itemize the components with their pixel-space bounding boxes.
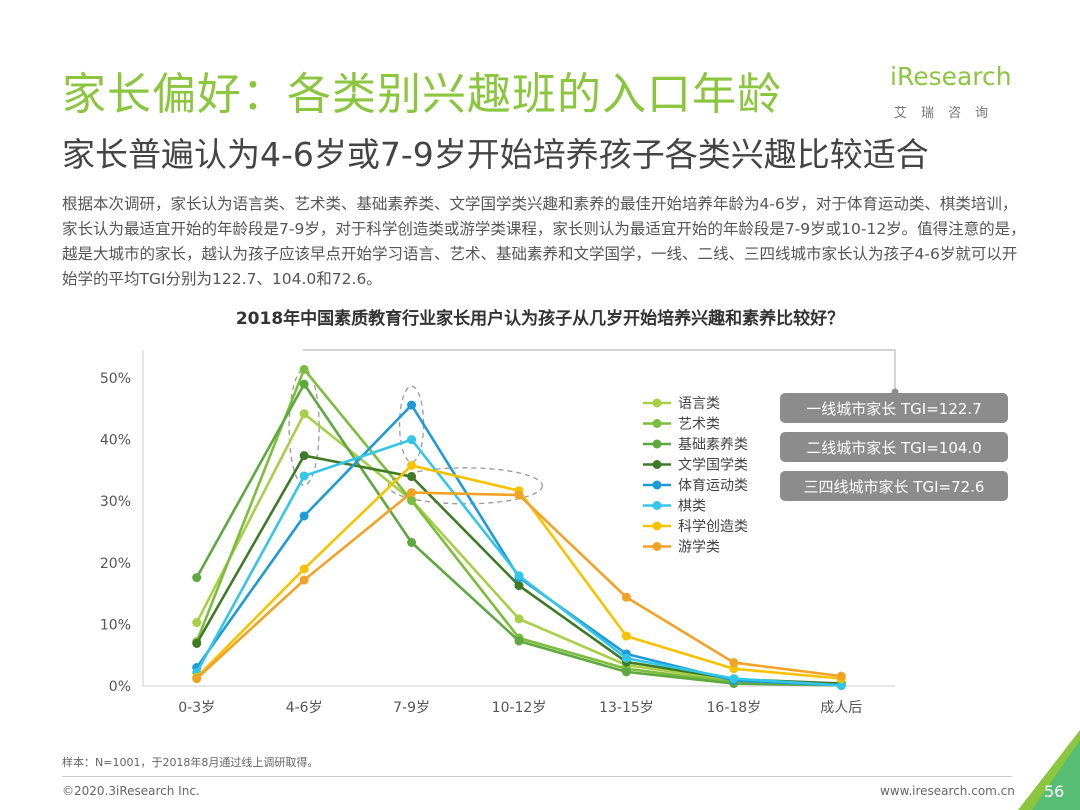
- data-point: [621, 631, 631, 641]
- data-point: [299, 564, 309, 574]
- data-point: [407, 537, 417, 547]
- copyright: ©2020.3iResearch Inc.: [62, 784, 200, 798]
- data-point: [407, 488, 417, 498]
- tgi-label: 二线城市家长 TGI=104.0: [806, 439, 982, 457]
- line-chart: 0% 10% 20% 30% 40% 50% 0-3岁 4-6岁 7-9岁 10-12岁 13-15…: [100, 349, 1008, 716]
- data-point: [299, 575, 309, 585]
- data-point: [836, 671, 846, 681]
- x-tick-label: 13-15岁: [599, 700, 654, 716]
- data-point: [192, 674, 202, 684]
- legend-swatch-dot: [652, 521, 662, 531]
- data-point: [729, 674, 739, 684]
- data-point: [192, 638, 202, 648]
- data-point: [514, 490, 524, 500]
- data-point: [299, 471, 309, 481]
- data-point: [407, 472, 417, 482]
- y-tick-label: 30%: [100, 494, 131, 510]
- iresearch-logo: iResearch 艾瑞咨询: [890, 62, 1030, 122]
- tgi-panel: 一线城市家长 TGI=122.7 二线城市家长 TGI=104.0 三四线城市家长 …: [303, 349, 1008, 501]
- chart-axes: 0% 10% 20% 30% 40% 50% 0-3岁 4-6岁 7-9岁 10-12岁 13-15…: [100, 350, 895, 716]
- logo-sub: 艾瑞咨询: [894, 106, 1003, 121]
- legend-label: 基础素养类: [678, 436, 748, 453]
- page-number: 56: [1044, 782, 1065, 801]
- legend-swatch-dot: [652, 501, 662, 510]
- data-point: [514, 636, 524, 646]
- legend-label: 语言类: [678, 396, 720, 412]
- data-point: [192, 573, 202, 583]
- tgi-box: [780, 393, 1008, 423]
- data-point: [299, 364, 309, 374]
- data-point: [299, 451, 309, 461]
- legend-swatch-dot: [652, 398, 662, 408]
- data-point: [299, 379, 309, 389]
- x-tick-label: 7-9岁: [393, 700, 430, 716]
- page-subtitle: 家长普遍认为4-6岁或7-9岁开始培养孩子各类兴趣比较适合: [62, 135, 929, 174]
- y-tick-label: 10%: [100, 617, 131, 633]
- legend-swatch-dot: [652, 439, 662, 449]
- data-point: [621, 653, 631, 663]
- page-title: 家长偏好：各类别兴趣班的入口年龄: [62, 69, 782, 120]
- data-point: [407, 400, 417, 410]
- chart-title: 2018年中国素质教育行业家长用户认为孩子从几岁开始培养兴趣和素养比较好？: [235, 309, 845, 329]
- footer-divider: [62, 776, 1012, 777]
- legend-label: 游学类: [678, 540, 720, 556]
- data-point: [299, 409, 309, 419]
- data-point: [514, 571, 524, 581]
- data-point: [407, 460, 417, 470]
- x-tick-label: 4-6岁: [286, 700, 323, 716]
- tgi-box: [780, 471, 1008, 501]
- legend-swatch-dot: [652, 480, 662, 490]
- data-point: [514, 614, 524, 624]
- tgi-bracket-line: [303, 349, 896, 392]
- tgi-label: 三四线城市家长 TGI=72.6: [804, 478, 985, 496]
- x-tick-label: 0-3岁: [178, 700, 215, 716]
- sample-note: 样本：N=1001，于2018年8月通过线上调研取得。: [62, 756, 319, 769]
- data-point: [621, 667, 631, 677]
- data-point: [621, 592, 631, 602]
- website: www.iresearch.com.cn: [880, 784, 1015, 798]
- tgi-box: [780, 432, 1008, 462]
- data-point: [729, 664, 739, 674]
- highlight-ellipses: [288, 368, 543, 505]
- data-point: [407, 496, 417, 506]
- series-7: [192, 488, 846, 684]
- legend-label: 棋类: [678, 499, 706, 515]
- legend-label: 艺术类: [678, 417, 720, 433]
- y-tick-label: 20%: [100, 556, 131, 572]
- series-layer: [192, 364, 846, 690]
- data-point: [407, 435, 417, 445]
- data-point: [514, 581, 524, 591]
- data-point: [192, 618, 202, 628]
- intro-paragraph: 根据本次调研，家长认为语言类、艺术类、基础素养类、文学国学类兴趣和素养的最佳开始…: [62, 195, 1026, 288]
- legend-label: 体育运动类: [678, 478, 748, 494]
- highlight-ellipse: [387, 467, 543, 505]
- tgi-label: 一线城市家长 TGI=122.7: [806, 400, 982, 418]
- legend-swatch-dot: [652, 460, 662, 469]
- y-tick-label: 50%: [100, 371, 131, 387]
- x-tick-label: 成人后: [820, 700, 862, 716]
- corner-decoration: [1018, 730, 1080, 810]
- data-point: [836, 680, 846, 690]
- y-tick-label: 40%: [100, 433, 131, 449]
- data-point: [299, 511, 309, 521]
- y-tick-label: 0%: [109, 679, 131, 695]
- legend-swatch-dot: [652, 542, 662, 551]
- legend-label: 文学国学类: [678, 458, 748, 474]
- data-point: [729, 658, 739, 668]
- logo-word: iResearch: [890, 62, 1012, 91]
- x-tick-label: 16-18岁: [707, 700, 762, 716]
- legend-swatch-dot: [652, 419, 662, 428]
- legend-label: 科学创造类: [678, 519, 748, 535]
- x-tick-label: 10-12岁: [492, 700, 547, 716]
